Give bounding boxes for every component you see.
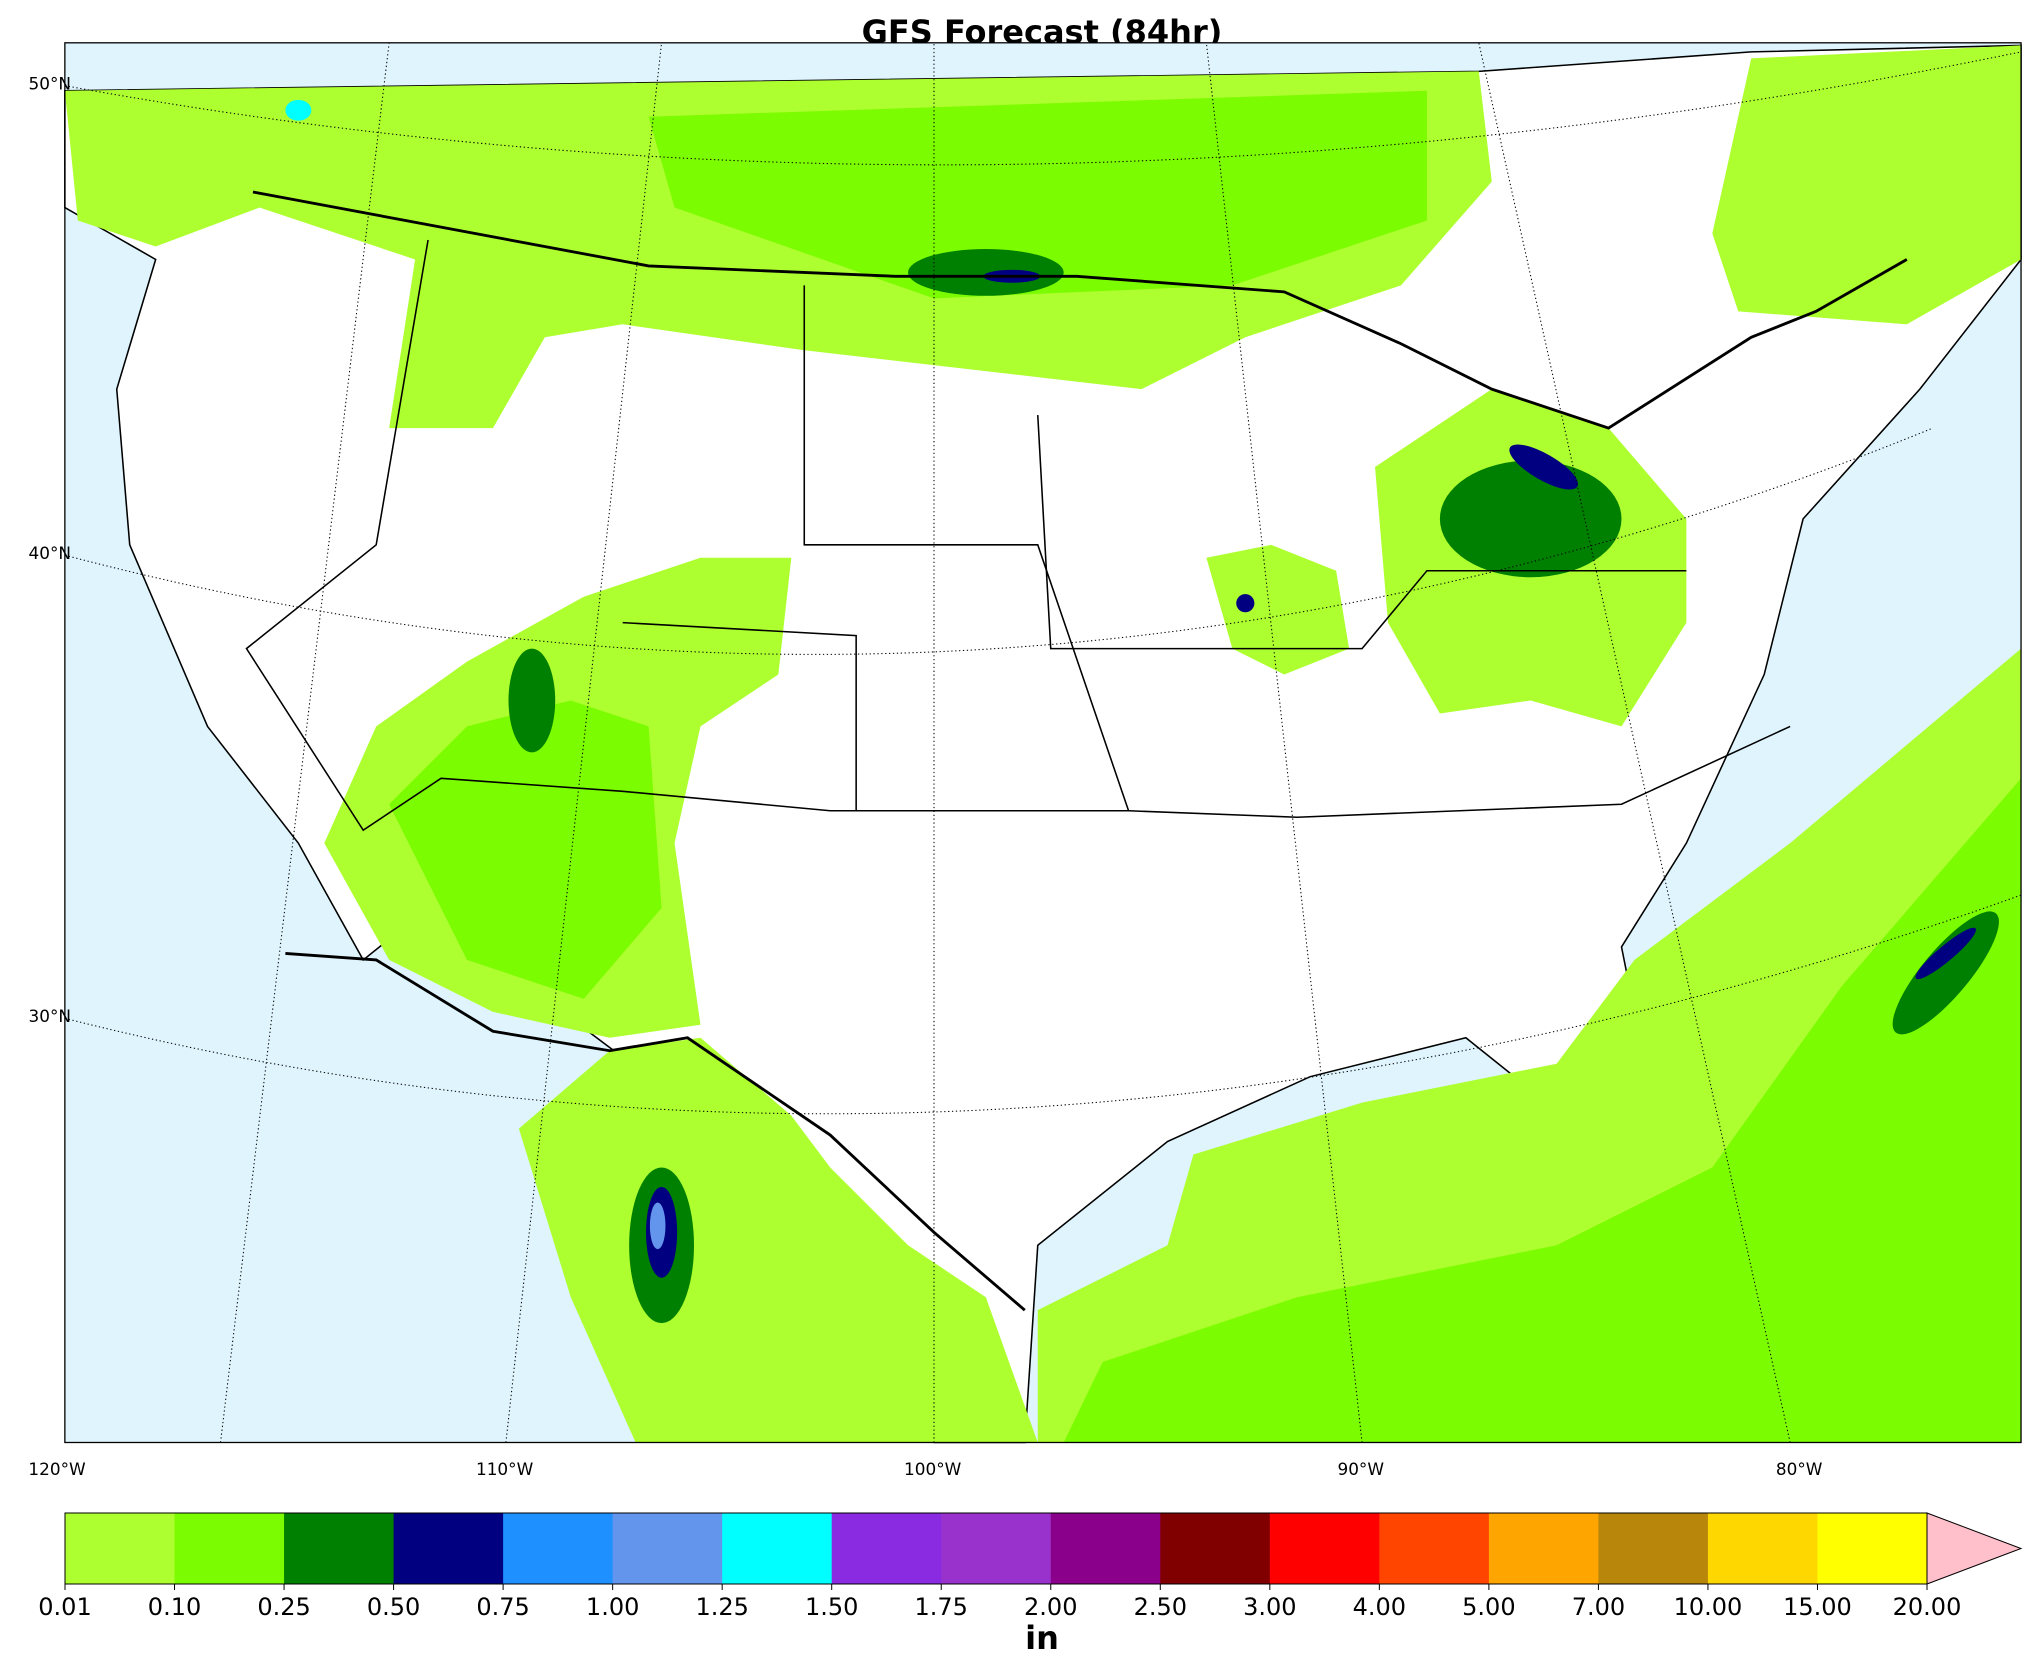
colorbar-swatch — [1707, 1513, 1818, 1584]
colorbar-swatch — [1269, 1513, 1380, 1584]
precip-core — [285, 99, 312, 121]
precip-areas — [64, 45, 2022, 1443]
colorbar-tick-label: 4.00 — [1353, 1593, 1406, 1621]
state-line — [803, 285, 1130, 812]
state-line — [1036, 415, 1687, 650]
precip-canada-east — [1712, 45, 2022, 325]
colorbar-tick-label: 20.00 — [1893, 1593, 1962, 1621]
precip-core — [649, 1202, 666, 1250]
colorbar-swatch — [941, 1513, 1052, 1584]
colorbar-swatch — [1379, 1513, 1490, 1584]
colorbar-tick-label: 5.00 — [1462, 1593, 1515, 1621]
precip-vheavy — [1509, 444, 1578, 490]
border-mexico — [285, 952, 1026, 1312]
colorbar-tick-label: 0.50 — [367, 1593, 420, 1621]
meridian — [1478, 42, 1791, 1443]
map-frame — [64, 42, 2022, 1444]
parallel — [64, 894, 2022, 1115]
state-line — [622, 621, 857, 811]
meridian — [505, 42, 663, 1443]
precip-heavy — [1439, 460, 1622, 578]
precip-heavy — [508, 648, 556, 753]
colorbar-tick-label: 1.25 — [695, 1593, 748, 1621]
state-line — [245, 239, 1791, 832]
parallel — [64, 51, 2022, 166]
precip-iowa — [1206, 544, 1350, 675]
land — [64, 44, 2022, 1444]
colorbar-tick-label: 7.00 — [1572, 1593, 1625, 1621]
lat-label: 40°N — [29, 543, 72, 563]
colorbar-swatch — [1817, 1513, 1928, 1584]
colorbar-tick-label: 0.25 — [257, 1593, 310, 1621]
colorbar: 0.01 0.10 0.25 0.50 0.75 1.00 1.25 1.50 1.75 2.00… — [38, 1512, 2023, 1621]
lon-label: 80°W — [1776, 1459, 1823, 1479]
colorbar-swatch — [174, 1513, 285, 1584]
precip-atlantic-inner — [1063, 778, 2022, 1443]
colorbar-tick-label: 0.75 — [476, 1593, 529, 1621]
colorbar-swatch — [503, 1513, 614, 1584]
colorbar-swatch — [1050, 1513, 1161, 1584]
colorbar-swatch — [393, 1513, 504, 1584]
colorbar-tick-label: 0.10 — [148, 1593, 201, 1621]
border-canada — [252, 190, 1908, 430]
colorbar-swatch — [831, 1513, 942, 1584]
precip-heavy — [908, 249, 1064, 296]
precip-heavy — [1892, 911, 1999, 1035]
colorbar-tick-label: 3.00 — [1243, 1593, 1296, 1621]
colorbar-swatch — [65, 1513, 176, 1584]
colorbar-swatch — [612, 1513, 723, 1584]
borders — [245, 190, 1908, 1312]
precip-mexico — [518, 1037, 1038, 1443]
precip-vheavy — [1236, 594, 1255, 613]
map: 50°N 40°N 30°N 120°W 110°W 100°W 90°W 80… — [28, 42, 2022, 1479]
colorbar-swatch — [1488, 1513, 1599, 1584]
lat-label: 50°N — [29, 74, 72, 94]
lat-label: 30°N — [29, 1006, 72, 1026]
colorbar-unit: in — [1025, 1619, 1059, 1657]
colorbar-extension — [1926, 1512, 2023, 1585]
colorbar-tick-label: 1.75 — [915, 1593, 968, 1621]
colorbar-tick-label: 10.00 — [1674, 1593, 1743, 1621]
colorbar-tick-label: 1.50 — [805, 1593, 858, 1621]
lon-label: 120°W — [28, 1459, 86, 1479]
colorbar-swatch — [722, 1513, 833, 1584]
lon-label: 100°W — [904, 1459, 962, 1479]
colorbar-tick-label: 0.01 — [38, 1593, 91, 1621]
colorbar-tick-label: 15.00 — [1783, 1593, 1852, 1621]
precip-vheavy — [1915, 927, 1977, 980]
meridian — [1205, 42, 1363, 1443]
precip-canada-inner — [648, 90, 1427, 299]
lon-label: 110°W — [476, 1459, 534, 1479]
colorbar-frame — [64, 1512, 1928, 1585]
lon-label: 90°W — [1337, 1459, 1384, 1479]
graticule — [64, 42, 2022, 1443]
colorbar-swatch — [1160, 1513, 1271, 1584]
colorbar-tick-label: 1.00 — [586, 1593, 639, 1621]
colorbar-swatch — [1598, 1513, 1709, 1584]
meridian — [220, 42, 390, 1443]
colorbar-tick-label: 2.50 — [1134, 1593, 1187, 1621]
colorbar-swatch — [284, 1513, 395, 1584]
colorbar-tick-label: 2.00 — [1024, 1593, 1077, 1621]
precip-sw-inner — [389, 700, 662, 999]
